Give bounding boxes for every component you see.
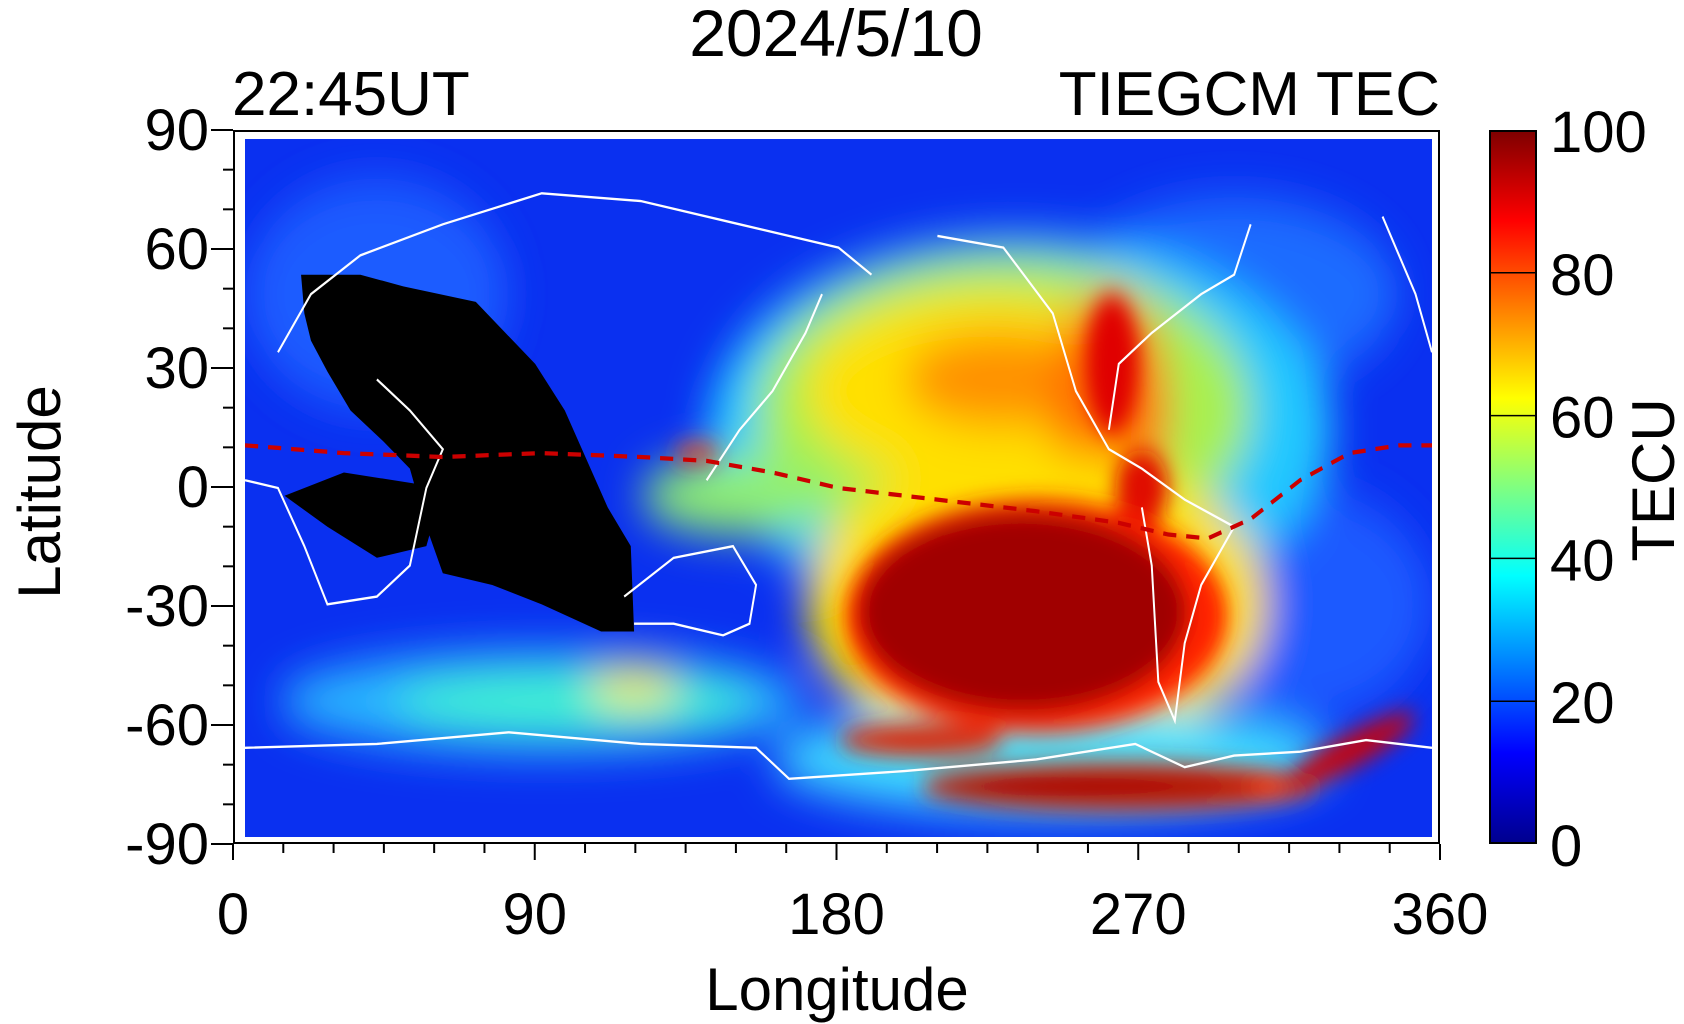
y-tick-label: 30 bbox=[144, 336, 209, 401]
model-label: TIEGCM TEC bbox=[1058, 60, 1440, 129]
y-tick-label: 60 bbox=[144, 217, 209, 282]
colorbar-tick-label: 80 bbox=[1550, 243, 1615, 308]
x-tick-label: 180 bbox=[788, 882, 885, 947]
colorbar-label: TECU bbox=[1620, 398, 1684, 562]
magnetic-equator-line bbox=[245, 443, 1432, 541]
y-tick-label: 90 bbox=[144, 98, 209, 163]
y-tick-label: -30 bbox=[125, 574, 209, 639]
y-tick-label: 0 bbox=[177, 455, 209, 520]
colorbar-tick-label: 60 bbox=[1550, 386, 1615, 451]
plot-area bbox=[233, 130, 1440, 844]
x-tick-label: 90 bbox=[502, 882, 567, 947]
tec-core bbox=[673, 294, 1416, 810]
no-data-region-2 bbox=[284, 472, 443, 558]
x-tick-label: 270 bbox=[1090, 882, 1187, 947]
colorbar-tick-label: 40 bbox=[1550, 528, 1615, 593]
colorbar-tick-label: 0 bbox=[1550, 814, 1582, 879]
coastlines bbox=[245, 192, 1432, 781]
chart-title: 2024/5/10 bbox=[689, 0, 983, 70]
x-axis-label: Longitude bbox=[705, 956, 969, 1023]
x-tick-label: 0 bbox=[217, 882, 249, 947]
x-tick-label: 360 bbox=[1392, 882, 1489, 947]
tec-map bbox=[245, 139, 1432, 837]
y-tick-label: -90 bbox=[125, 812, 209, 877]
y-tick-label: -60 bbox=[125, 693, 209, 758]
no-data-region bbox=[301, 274, 635, 632]
colorbar-tick-label: 100 bbox=[1550, 100, 1647, 165]
y-axis-label: Latitude bbox=[6, 385, 73, 599]
colorbar-tick-label: 20 bbox=[1550, 671, 1615, 736]
colorbar bbox=[1489, 130, 1537, 844]
time-label: 22:45UT bbox=[232, 60, 470, 129]
